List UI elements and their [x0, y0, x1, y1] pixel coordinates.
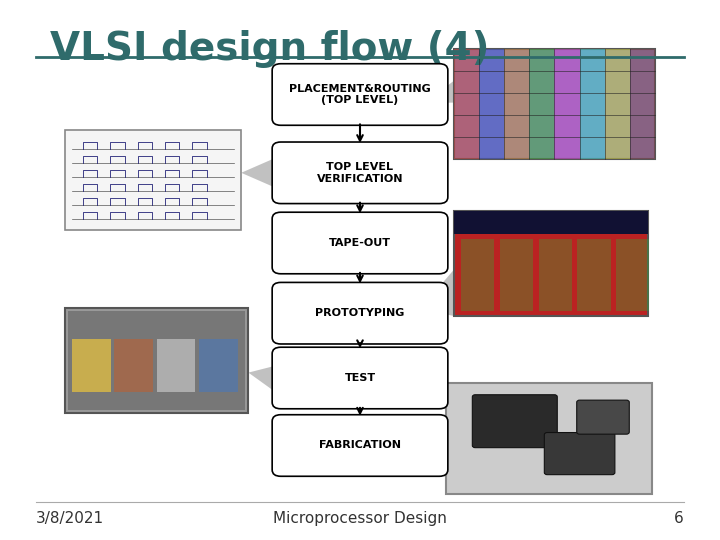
- Bar: [454, 49, 479, 159]
- Bar: [605, 49, 630, 159]
- Text: TAPE-OUT: TAPE-OUT: [329, 238, 391, 248]
- FancyBboxPatch shape: [272, 347, 448, 409]
- Bar: [479, 49, 504, 159]
- Bar: [65, 130, 241, 230]
- Polygon shape: [420, 270, 459, 317]
- Bar: [454, 49, 655, 159]
- Bar: [554, 49, 580, 159]
- Bar: [454, 211, 648, 316]
- Bar: [529, 49, 554, 159]
- Bar: [65, 308, 248, 413]
- Bar: [454, 211, 648, 234]
- Bar: [616, 239, 649, 310]
- Bar: [500, 239, 533, 310]
- Text: VLSI design flow (4): VLSI design flow (4): [50, 30, 490, 68]
- Bar: [114, 339, 153, 392]
- Bar: [630, 49, 655, 159]
- Bar: [504, 49, 529, 159]
- Text: 3/8/2021: 3/8/2021: [36, 511, 104, 526]
- Bar: [461, 239, 494, 310]
- Polygon shape: [248, 363, 285, 393]
- FancyBboxPatch shape: [272, 282, 448, 344]
- Polygon shape: [425, 435, 454, 456]
- Bar: [72, 339, 111, 392]
- FancyBboxPatch shape: [544, 433, 615, 475]
- Bar: [577, 239, 611, 310]
- Text: TEST: TEST: [344, 373, 376, 383]
- Text: FABRICATION: FABRICATION: [319, 441, 401, 450]
- Bar: [68, 310, 245, 410]
- Text: 6: 6: [674, 511, 684, 526]
- Bar: [539, 239, 572, 310]
- Text: TOP LEVEL
VERIFICATION: TOP LEVEL VERIFICATION: [317, 162, 403, 184]
- Text: PLACEMENT&ROUTING
(TOP LEVEL): PLACEMENT&ROUTING (TOP LEVEL): [289, 84, 431, 105]
- FancyBboxPatch shape: [272, 64, 448, 125]
- Bar: [199, 339, 238, 392]
- FancyBboxPatch shape: [272, 142, 448, 204]
- Polygon shape: [424, 80, 454, 103]
- FancyBboxPatch shape: [472, 395, 557, 448]
- Text: Microprocessor Design: Microprocessor Design: [273, 511, 447, 526]
- Bar: [446, 383, 652, 494]
- Bar: [580, 49, 605, 159]
- FancyBboxPatch shape: [272, 212, 448, 274]
- Text: PROTOTYPING: PROTOTYPING: [315, 308, 405, 318]
- Bar: [157, 339, 195, 392]
- FancyBboxPatch shape: [272, 415, 448, 476]
- FancyBboxPatch shape: [577, 400, 629, 434]
- Polygon shape: [241, 156, 281, 190]
